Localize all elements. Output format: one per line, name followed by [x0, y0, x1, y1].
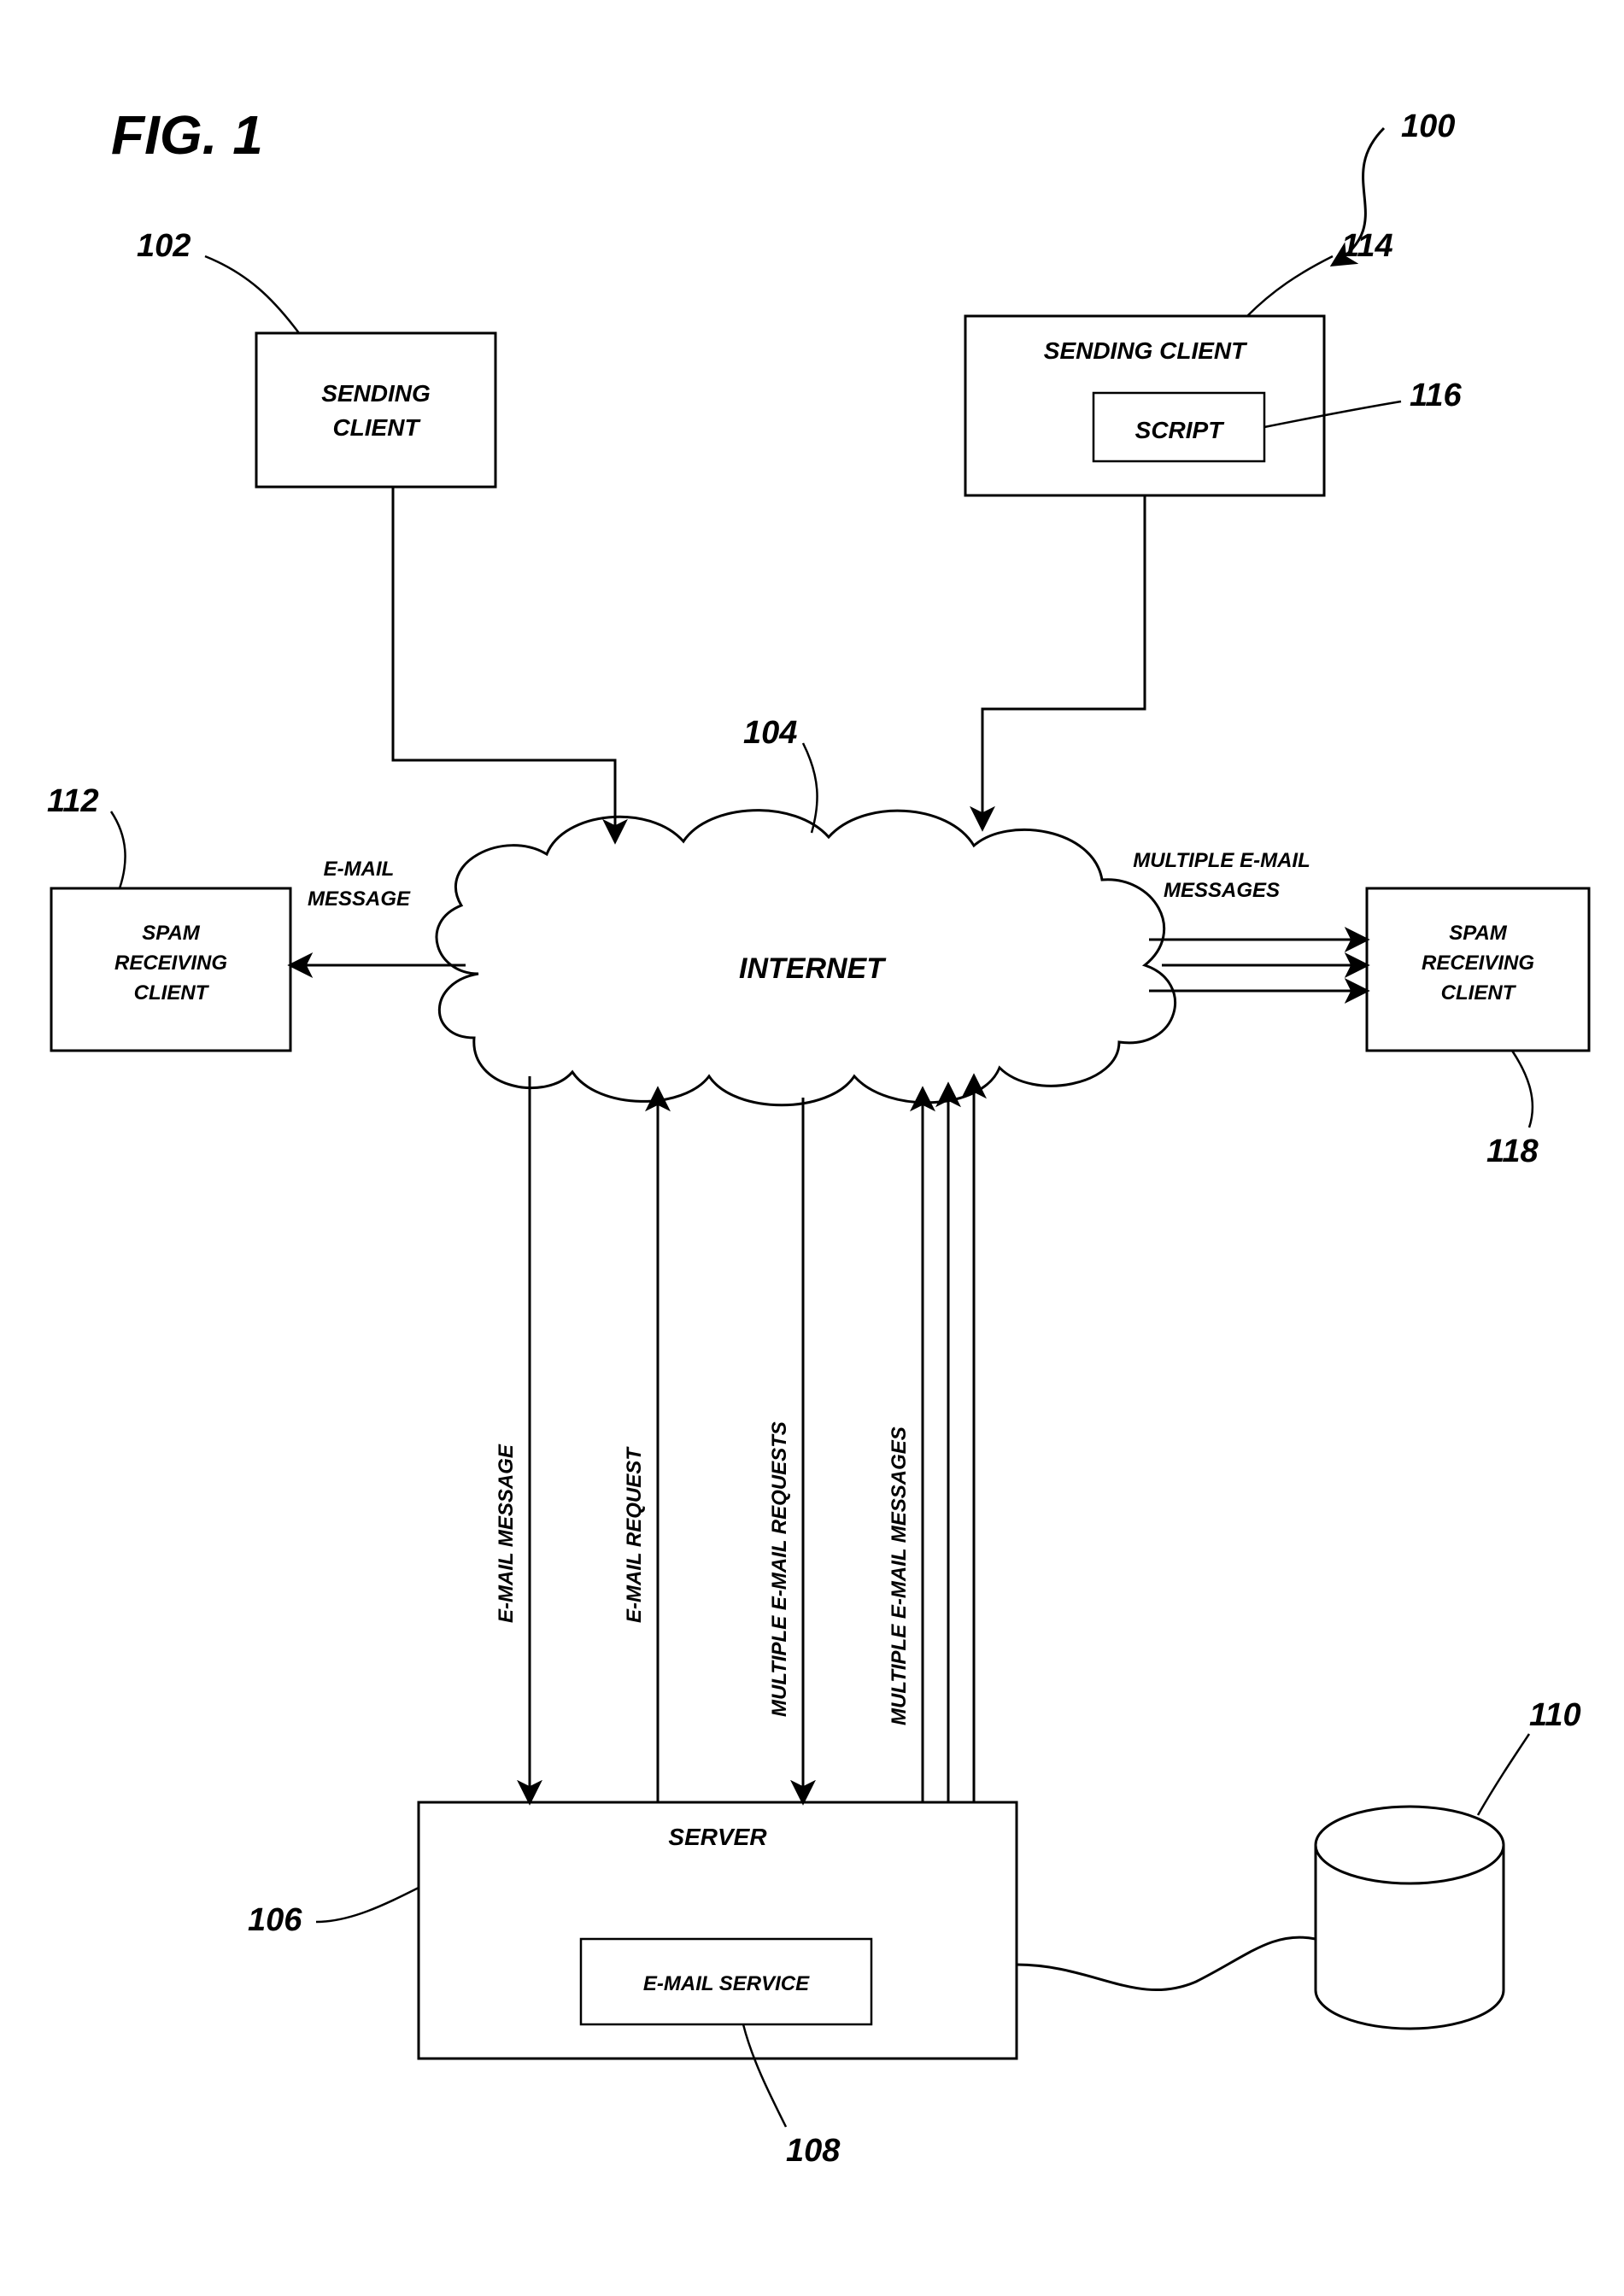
ref-108: 108: [786, 2133, 841, 2169]
label-down-3: MULTIPLE E-MAIL REQUESTS: [768, 1421, 791, 1717]
ref-100: 100: [1401, 108, 1455, 144]
database-cylinder: [1316, 1807, 1504, 2029]
ref-114-leader: [1247, 256, 1333, 316]
ref-114: 114: [1341, 228, 1393, 264]
label-down-2: E-MAIL REQUEST: [623, 1446, 646, 1623]
spam-right-l3: CLIENT: [1441, 981, 1517, 1004]
label-multi-right-2: MESSAGES: [1164, 879, 1280, 902]
label-multi-right-1: MULTIPLE E-MAIL: [1133, 849, 1310, 872]
script-label: SCRIPT: [1135, 417, 1226, 443]
spam-left-l1: SPAM: [142, 922, 201, 945]
edge-sendleft-to-internet: [393, 487, 615, 841]
sending-client-right-label: SENDING CLIENT: [1044, 337, 1248, 364]
ref-116: 116: [1410, 378, 1462, 413]
label-down-1: E-MAIL MESSAGE: [495, 1444, 518, 1623]
spam-right-l2: RECEIVING: [1422, 952, 1534, 975]
ref-106: 106: [248, 1902, 302, 1938]
server-label: SERVER: [668, 1824, 767, 1850]
figure-label: FIG. 1: [111, 104, 263, 166]
label-email-left-1: E-MAIL: [324, 858, 395, 881]
spam-left-l3: CLIENT: [134, 981, 210, 1004]
sending-client-left-box: [256, 333, 495, 487]
ref-112-leader: [111, 811, 126, 888]
ref-118: 118: [1486, 1133, 1539, 1169]
spam-left-l2: RECEIVING: [114, 952, 227, 975]
email-service-label: E-MAIL SERVICE: [643, 1972, 810, 1995]
ref-102: 102: [137, 228, 191, 264]
ref-106-leader: [316, 1888, 419, 1922]
ref-102-leader: [205, 256, 299, 333]
edge-sendright-to-internet: [982, 495, 1145, 829]
label-down-4: MULTIPLE E-MAIL MESSAGES: [888, 1426, 911, 1725]
patent-figure: FIG. 1 100 SENDING CLIENT 102 SENDING CL…: [0, 0, 1624, 2296]
sending-client-left-label-2: CLIENT: [332, 414, 421, 441]
ref-104: 104: [743, 715, 797, 751]
ref-118-leader: [1512, 1051, 1533, 1128]
label-email-left-2: MESSAGE: [308, 887, 411, 911]
ref-112: 112: [47, 783, 99, 819]
ref-110: 110: [1529, 1697, 1581, 1733]
server-to-db-wire: [1017, 1937, 1316, 1990]
sending-client-left-label-1: SENDING: [321, 380, 431, 407]
internet-label: INTERNET: [739, 952, 887, 985]
ref-110-leader: [1478, 1734, 1529, 1815]
spam-right-l1: SPAM: [1449, 922, 1508, 945]
